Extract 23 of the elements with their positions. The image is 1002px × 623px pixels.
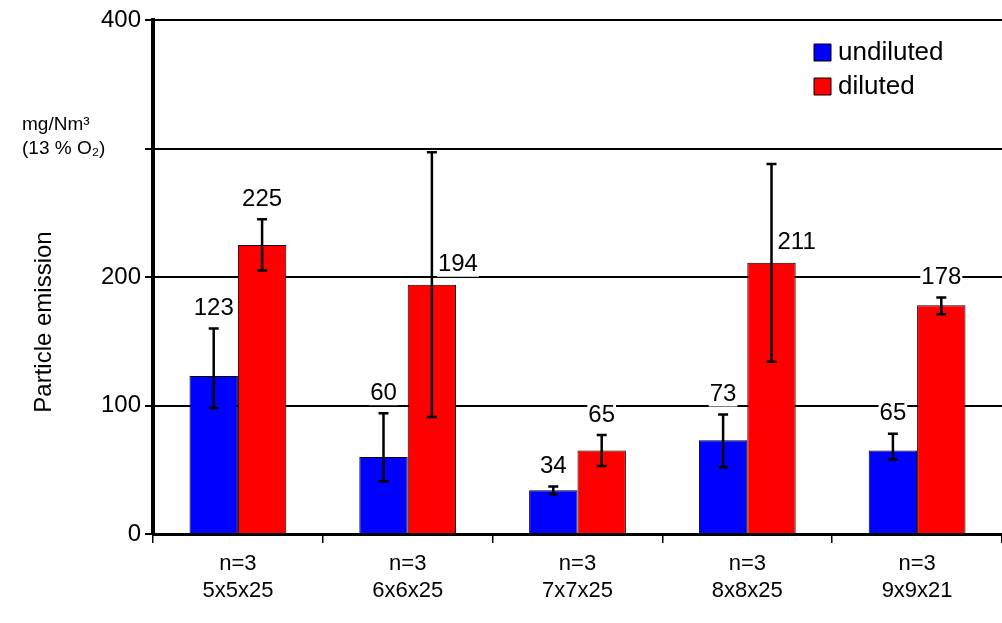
text: mg/Nm³ (13 % O₂) — [22, 112, 107, 160]
data-label: 65 — [588, 399, 616, 427]
x-tick-label: n=3 5x5x25 — [202, 550, 274, 602]
data-label: 178 — [921, 262, 962, 290]
x-tick-label: n=3 7x7x25 — [542, 550, 613, 602]
x-tick-label: n=3 9x9x21 — [881, 550, 953, 602]
data-label: 211 — [777, 227, 816, 255]
data-label: 73 — [709, 379, 737, 407]
y-axis-title: Particle emission — [28, 231, 56, 413]
x-tick-label: n=3 8x8x25 — [711, 550, 783, 602]
data-label: 34 — [539, 451, 567, 479]
data-label: 194 — [437, 249, 478, 277]
data-label: 225 — [242, 183, 283, 211]
data-label: 65 — [879, 398, 907, 426]
y-tick-label: 200 — [100, 261, 141, 289]
y-tick-label: 100 — [100, 390, 141, 418]
data-label: 60 — [370, 377, 397, 405]
y-tick-label: 0 — [127, 518, 141, 546]
x-tick-label: n=3 6x6x25 — [372, 550, 444, 602]
data-label: 123 — [193, 293, 234, 321]
legend-label: undiluted — [838, 36, 944, 67]
y-tick-label: 400 — [100, 4, 141, 32]
legend-label: diluted — [838, 70, 915, 101]
